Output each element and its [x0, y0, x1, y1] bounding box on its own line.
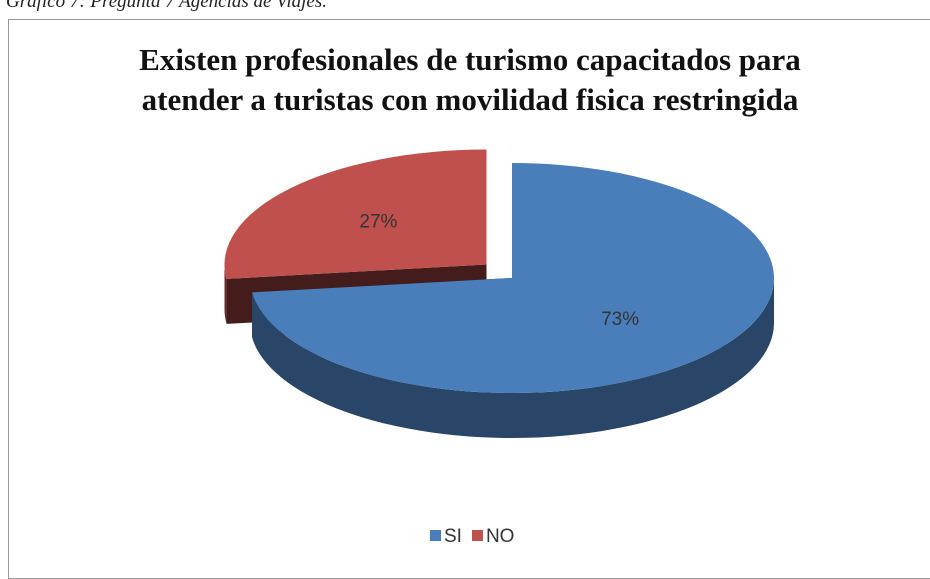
data-label: 73%	[601, 309, 639, 330]
legend-swatch	[430, 530, 441, 541]
slice	[224, 149, 487, 279]
caption: Gráfico 7: Pregunta 7 Agencias de Viajes…	[6, 0, 328, 12]
slice-side	[224, 264, 227, 324]
slice	[252, 163, 775, 393]
chart: 27% 73% SI NO	[224, 149, 775, 547]
legend-label: SI	[444, 526, 462, 547]
legend-swatch	[471, 530, 483, 541]
data-label: 27%	[359, 212, 397, 233]
chart-title: Existen profesionales de turismo capacit…	[139, 42, 801, 117]
legend-label: NO	[486, 526, 515, 547]
slice-side	[252, 278, 775, 439]
page: {"caption": "Gráfico 7: Pregunta 7 Agenc…	[6, 0, 930, 579]
